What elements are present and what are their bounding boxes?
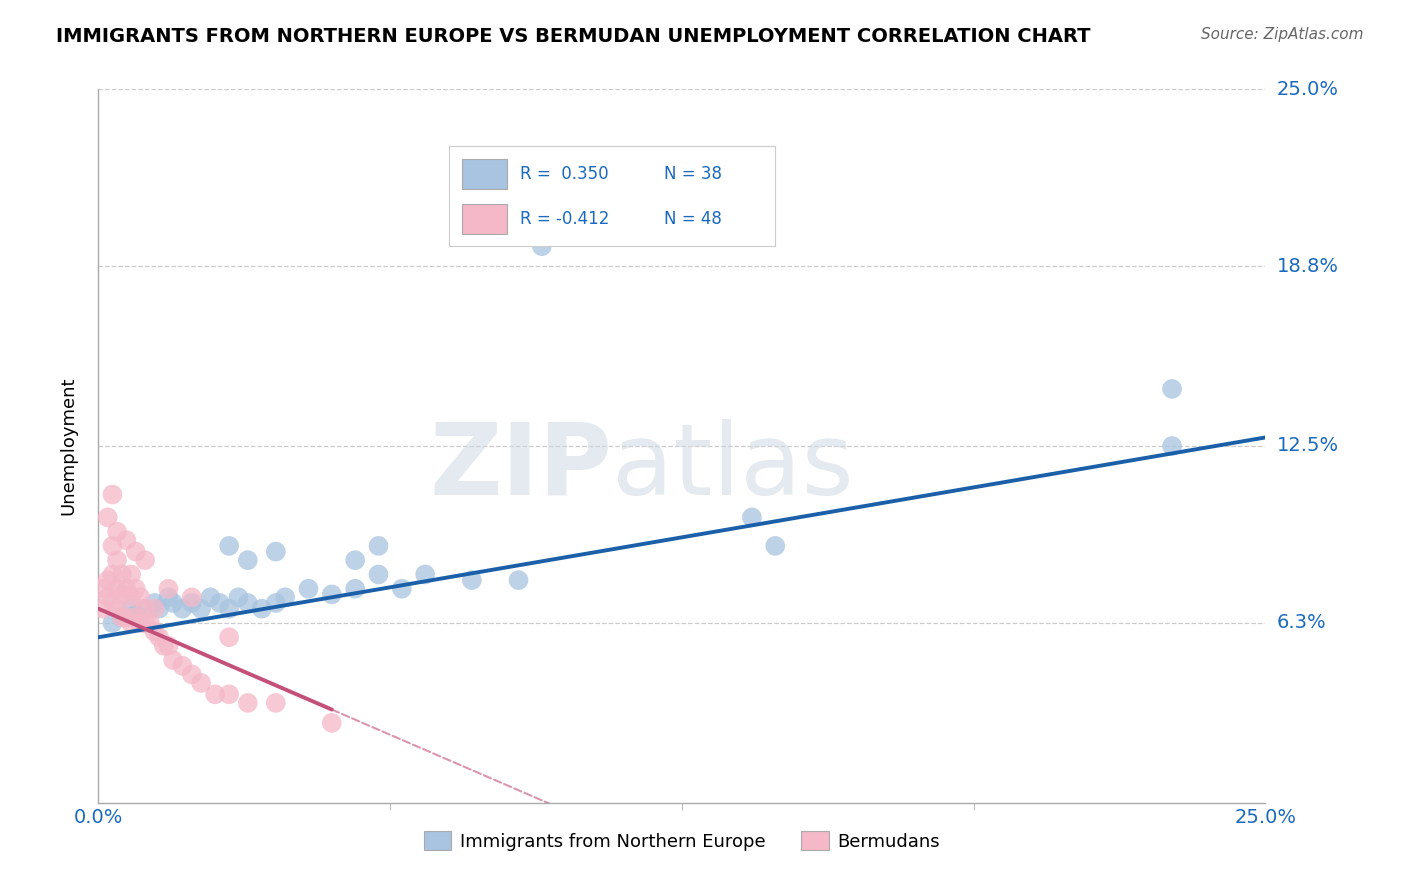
Point <box>120 567 142 582</box>
Point <box>129 615 152 630</box>
Text: 25.0%: 25.0% <box>1277 79 1339 99</box>
Point <box>139 615 162 630</box>
Point <box>105 582 128 596</box>
Point <box>111 587 134 601</box>
Point <box>111 610 134 624</box>
Text: 18.8%: 18.8% <box>1277 257 1339 276</box>
Point <box>129 591 152 605</box>
Point <box>763 539 786 553</box>
Point <box>172 658 194 673</box>
Point <box>190 601 212 615</box>
Point <box>101 487 124 501</box>
Point <box>120 591 142 605</box>
Point <box>134 601 156 615</box>
Point <box>344 553 367 567</box>
Point <box>134 601 156 615</box>
Point <box>190 676 212 690</box>
Point <box>236 696 259 710</box>
Point <box>125 582 148 596</box>
Point <box>274 591 297 605</box>
Point <box>157 582 180 596</box>
Point <box>134 615 156 630</box>
Point <box>321 587 343 601</box>
Point <box>101 539 124 553</box>
Point <box>218 630 240 644</box>
Point <box>143 624 166 639</box>
Point <box>91 582 114 596</box>
Text: 6.3%: 6.3% <box>1277 614 1326 632</box>
Point <box>200 591 222 605</box>
Point <box>367 539 389 553</box>
Point <box>180 591 202 605</box>
Legend: Immigrants from Northern Europe, Bermudans: Immigrants from Northern Europe, Bermuda… <box>416 824 948 858</box>
Point <box>152 639 174 653</box>
Point <box>162 596 184 610</box>
Text: atlas: atlas <box>612 419 853 516</box>
Text: Source: ZipAtlas.com: Source: ZipAtlas.com <box>1201 27 1364 42</box>
Point <box>115 533 138 548</box>
Point <box>297 582 319 596</box>
Point <box>125 607 148 622</box>
Point <box>218 601 240 615</box>
Point <box>321 715 343 730</box>
Point <box>111 567 134 582</box>
Text: ZIP: ZIP <box>429 419 612 516</box>
Point <box>236 553 259 567</box>
Point <box>508 573 530 587</box>
Point <box>143 596 166 610</box>
Point <box>105 524 128 539</box>
Point <box>236 596 259 610</box>
Point <box>461 573 484 587</box>
Point <box>228 591 250 605</box>
Point <box>208 596 231 610</box>
Point <box>162 653 184 667</box>
Text: 12.5%: 12.5% <box>1277 436 1339 456</box>
Point <box>1161 439 1184 453</box>
Point <box>134 553 156 567</box>
Point <box>413 567 436 582</box>
Point <box>101 615 124 630</box>
Point <box>148 630 170 644</box>
Point <box>344 582 367 596</box>
Text: IMMIGRANTS FROM NORTHERN EUROPE VS BERMUDAN UNEMPLOYMENT CORRELATION CHART: IMMIGRANTS FROM NORTHERN EUROPE VS BERMU… <box>56 27 1091 45</box>
Point <box>264 596 287 610</box>
Point <box>172 601 194 615</box>
Point <box>264 696 287 710</box>
Point <box>105 601 128 615</box>
Y-axis label: Unemployment: Unemployment <box>59 376 77 516</box>
Point <box>367 567 389 582</box>
Point <box>264 544 287 558</box>
Point <box>180 667 202 681</box>
Point <box>115 610 138 624</box>
Point <box>204 687 226 701</box>
Point <box>97 510 120 524</box>
Point <box>101 567 124 582</box>
Point <box>143 601 166 615</box>
Point <box>530 239 553 253</box>
Point <box>91 601 114 615</box>
Point <box>120 601 142 615</box>
Point <box>120 615 142 630</box>
Point <box>218 687 240 701</box>
Point <box>218 539 240 553</box>
Point <box>180 596 202 610</box>
Point <box>97 591 120 605</box>
Point <box>157 639 180 653</box>
Point <box>1161 382 1184 396</box>
Point <box>115 582 138 596</box>
Point <box>97 573 120 587</box>
Point <box>125 610 148 624</box>
Point <box>111 610 134 624</box>
Point <box>101 596 124 610</box>
Point <box>105 553 128 567</box>
Point <box>125 544 148 558</box>
Point <box>250 601 273 615</box>
Point <box>148 601 170 615</box>
Point <box>391 582 413 596</box>
Point <box>157 591 180 605</box>
Point <box>741 510 763 524</box>
